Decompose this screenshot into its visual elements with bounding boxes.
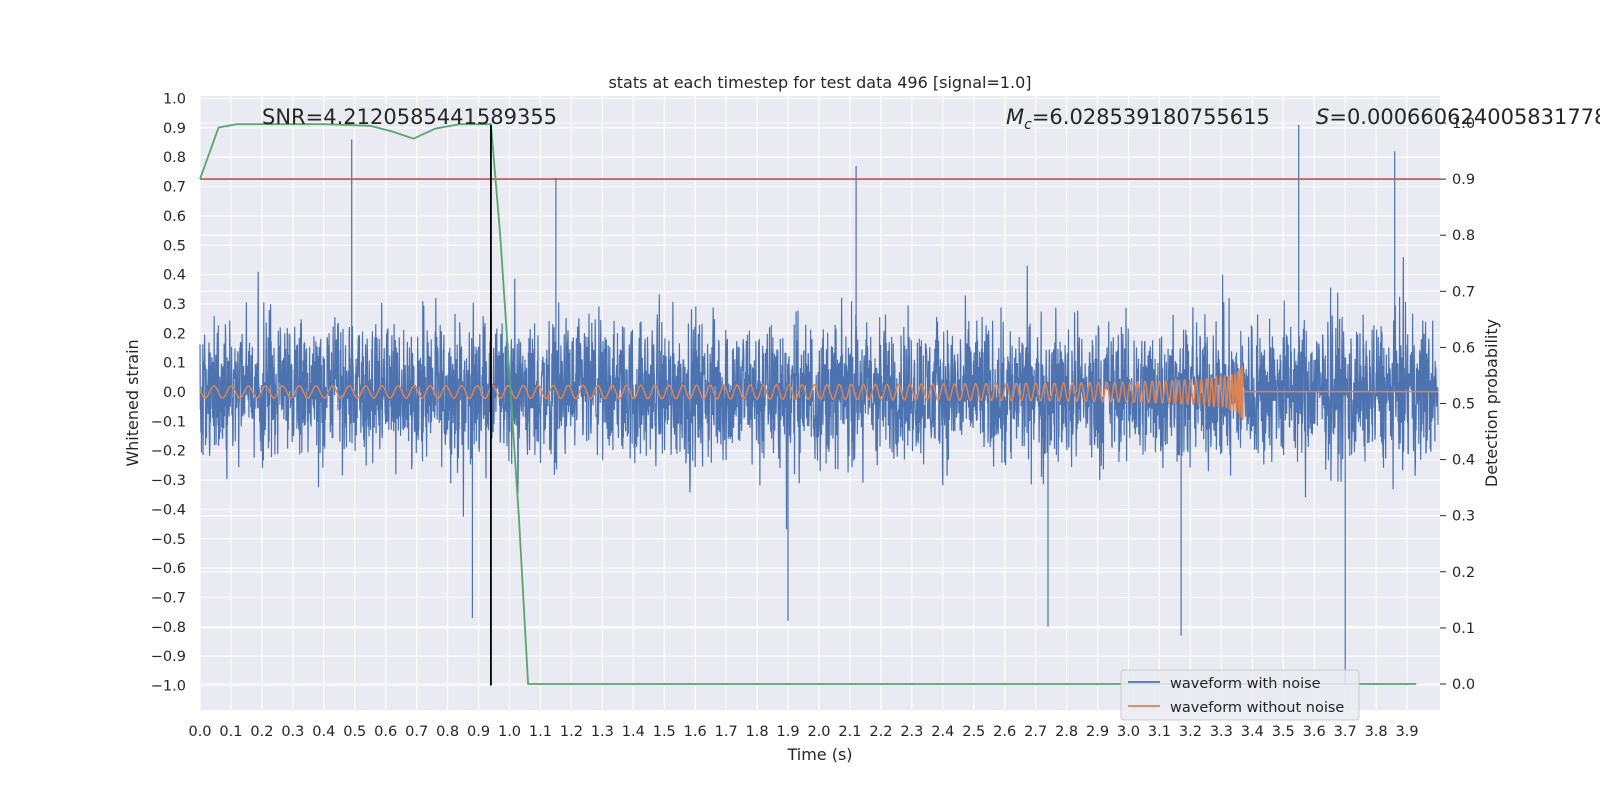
detection-probability-line: [199, 123, 1417, 685]
y2-tick-label: 0.4: [1452, 453, 1475, 469]
legend-label-noise: waveform with noise: [1170, 676, 1321, 692]
x-tick-label: 0.3: [281, 724, 304, 740]
y-tick-label: 0.8: [163, 150, 186, 166]
y-tick-label: 0.9: [163, 121, 186, 137]
legend-label-signal: waveform without noise: [1170, 700, 1344, 716]
snr-annotation: SNR=4.2120585441589355: [262, 105, 557, 129]
x-tick-label: 3.9: [1396, 724, 1419, 740]
x-tick-label: 1.0: [498, 724, 521, 740]
x-tick-label: 1.7: [715, 724, 738, 740]
x-tick-label: 1.2: [560, 724, 583, 740]
x-tick-label: 1.3: [591, 724, 614, 740]
x-tick-label: 3.3: [1210, 724, 1233, 740]
x-tick-label: 3.0: [1117, 724, 1140, 740]
legend-box: [1120, 669, 1360, 721]
y2-tick-label: 0.0: [1452, 677, 1475, 693]
y-tick-label: −0.2: [151, 444, 186, 460]
y-tick-label: −0.6: [151, 561, 186, 577]
x-tick-label: 2.6: [993, 724, 1016, 740]
series-waveform-with-noise: [199, 124, 1439, 686]
x-tick-label: 1.5: [653, 724, 676, 740]
x-tick-label: 2.4: [931, 724, 954, 740]
y2-tick-label: 0.3: [1452, 509, 1475, 525]
y2-tick-label: 0.1: [1452, 621, 1475, 637]
y-tick-label: 1.0: [163, 92, 186, 108]
x-tick-label: 1.9: [777, 724, 800, 740]
x-tick-label: 2.1: [838, 724, 861, 740]
y2-tick-label: 1.0: [1452, 116, 1475, 132]
y2-tick-label: 0.7: [1452, 284, 1475, 300]
x-tick-label: 1.1: [529, 724, 552, 740]
y-tick-label: 0.4: [163, 268, 186, 284]
x-tick-label: 2.3: [900, 724, 923, 740]
y2-axis-label: Detection probability: [1482, 319, 1501, 487]
x-tick-label: 3.7: [1334, 724, 1357, 740]
x-tick-label: 0.8: [436, 724, 459, 740]
x-tick-label: 0.1: [219, 724, 242, 740]
x-axis-label: Time (s): [786, 745, 852, 764]
x-tick-label: 3.2: [1179, 724, 1202, 740]
y-tick-label: 0.0: [163, 385, 186, 401]
y-tick-label: −0.5: [151, 532, 186, 548]
noisy-waveform-line: [199, 124, 1439, 686]
x-tick-label: 2.9: [1086, 724, 1109, 740]
clean-waveform-line: [199, 365, 1438, 421]
x-tick-label: 2.7: [1024, 724, 1047, 740]
y2-tick-label: 0.9: [1452, 172, 1475, 188]
y2-tick-label: 0.8: [1452, 228, 1475, 244]
x-tick-label: 3.1: [1148, 724, 1171, 740]
tick-labels: 0.0 0.1 0.2 0.3 0.4 0.5 0.6 0.7 0.8 0.9 1.0 1.1 1.2 1…: [151, 92, 1475, 741]
chirp-mass-annotation: Mc=6.028539180755615: [1006, 105, 1270, 133]
y-tick-label: −0.7: [151, 590, 186, 606]
x-tick-label: 0.7: [405, 724, 428, 740]
x-tick-label: 3.8: [1365, 724, 1388, 740]
y-tick-label: 0.3: [163, 297, 186, 313]
x-tick-label: 2.5: [962, 724, 985, 740]
x-tick-label: 0.5: [343, 724, 366, 740]
y-tick-label: 0.6: [163, 209, 186, 225]
x-tick-label: 2.0: [807, 724, 830, 740]
y-tick-label: −0.9: [151, 649, 186, 665]
s-annotation: S=0.0006606240058317780: [1316, 105, 1600, 129]
y-tick-label: 0.7: [163, 180, 186, 196]
x-tick-label: 1.4: [622, 724, 645, 740]
x-tick-label: 0.0: [188, 724, 211, 740]
y-tick-label: 0.5: [163, 238, 186, 254]
y2-tick-label: 0.5: [1452, 397, 1475, 413]
y-axis-label: Whitened strain: [123, 339, 142, 466]
x-tick-label: 3.4: [1241, 724, 1264, 740]
x-tick-label: 2.8: [1055, 724, 1078, 740]
chart-title: stats at each timestep for test data 496…: [608, 73, 1031, 92]
y-tick-label: −1.0: [151, 679, 186, 695]
y2-tick-label: 0.6: [1452, 340, 1475, 356]
overlay-lines: [199, 123, 1440, 686]
x-tick-label: 0.4: [312, 724, 335, 740]
x-tick-label: 1.6: [684, 724, 707, 740]
x-tick-label: 0.6: [374, 724, 397, 740]
x-tick-label: 3.5: [1272, 724, 1295, 740]
y-tick-label: −0.1: [151, 414, 186, 430]
y-tick-label: 0.2: [163, 326, 186, 342]
y-tick-label: −0.4: [151, 502, 186, 518]
y-tick-label: 0.1: [163, 356, 186, 372]
y-tick-label: −0.3: [151, 473, 186, 489]
y2-tick-label: 0.2: [1452, 565, 1475, 581]
series-waveform-without-noise: [199, 365, 1438, 421]
y-tick-label: −0.8: [151, 620, 186, 636]
x-tick-label: 0.9: [467, 724, 490, 740]
legend: waveform with noise waveform without noi…: [1120, 669, 1360, 721]
x-tick-label: 1.8: [746, 724, 769, 740]
x-tick-label: 2.2: [869, 724, 892, 740]
x-tick-label: 3.6: [1303, 724, 1326, 740]
x-tick-label: 0.2: [250, 724, 273, 740]
